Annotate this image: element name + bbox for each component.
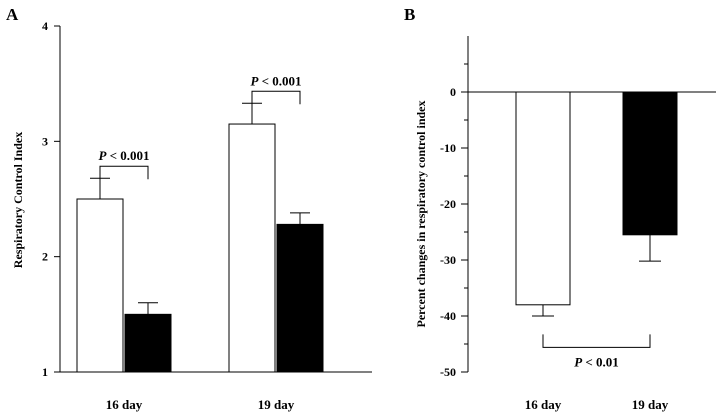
panel-b-y-tick-label: 0: [450, 85, 456, 99]
panel-a-y-tick-label: 4: [42, 19, 48, 33]
panel-a-category-label: 19 day: [258, 397, 295, 412]
panel-a-y-axis-label: Respiratory Control Index: [11, 132, 25, 268]
panel-b-significance-label-p: P: [574, 354, 583, 369]
panel-b-y-tick-label: -10: [440, 141, 456, 155]
panel-b-y-tick-label: -20: [440, 197, 456, 211]
panel-b: B Percent changes in respiratory control…: [404, 5, 716, 412]
panel-b-bar: [515, 91, 571, 306]
panel-a-significance-label-p: P: [98, 148, 107, 163]
panel-b-category-label: 19 day: [632, 397, 669, 412]
panel-a: A Respiratory Control Index 1 2 3 4 16 day 19…: [6, 5, 372, 412]
panel-a-significance-label-value: < 0.001: [106, 148, 149, 163]
panel-a-error-bar: [90, 177, 110, 199]
panel-a-significance-bracket: [251, 90, 301, 105]
panel-a-bar: [276, 223, 324, 373]
panel-a-bar: [76, 198, 124, 373]
panel-b-y-tick-label: -50: [440, 365, 456, 379]
panel-a-y-tick-label: 2: [42, 250, 48, 264]
panel-b-y-tick-label: -40: [440, 309, 456, 323]
panel-b-significance-bracket: [542, 334, 651, 348]
panel-b-y-axis-label: Percent changes in respiratory control i…: [414, 101, 428, 328]
panel-a-significance-label-p: P: [250, 73, 259, 88]
panel-a-y-tick-label: 1: [42, 365, 48, 379]
panel-a-label: A: [6, 5, 19, 24]
panel-b-significance-label-value: < 0.01: [582, 354, 619, 369]
panel-a-significance-bracket: [99, 165, 149, 180]
panel-b-y-tick-label: -30: [440, 253, 456, 267]
panel-b-error-bar: [532, 304, 554, 317]
panel-b-category-label: 16 day: [525, 397, 562, 412]
panel-a-error-bar: [242, 102, 262, 125]
panel-a-error-bar: [138, 302, 158, 315]
panel-a-significance-label: P < 0.001: [250, 73, 301, 88]
panel-a-error-bar: [290, 212, 310, 225]
panel-b-significance-label: P < 0.01: [574, 354, 619, 369]
panel-a-category-label: 16 day: [106, 397, 143, 412]
panel-b-bar: [622, 91, 678, 236]
panel-b-label: B: [404, 5, 415, 24]
panel-b-error-bar: [639, 234, 661, 262]
panel-a-y-tick-label: 3: [42, 134, 48, 148]
panel-a-bar: [124, 313, 172, 373]
panel-a-bar: [228, 123, 276, 373]
panel-a-significance-label-value: < 0.001: [258, 73, 301, 88]
panel-b-plot: 0 -10 -20 -30 -40 -50 16 day 19 day P < 0.01: [440, 36, 716, 412]
panel-a-significance-label: P < 0.001: [98, 148, 149, 163]
